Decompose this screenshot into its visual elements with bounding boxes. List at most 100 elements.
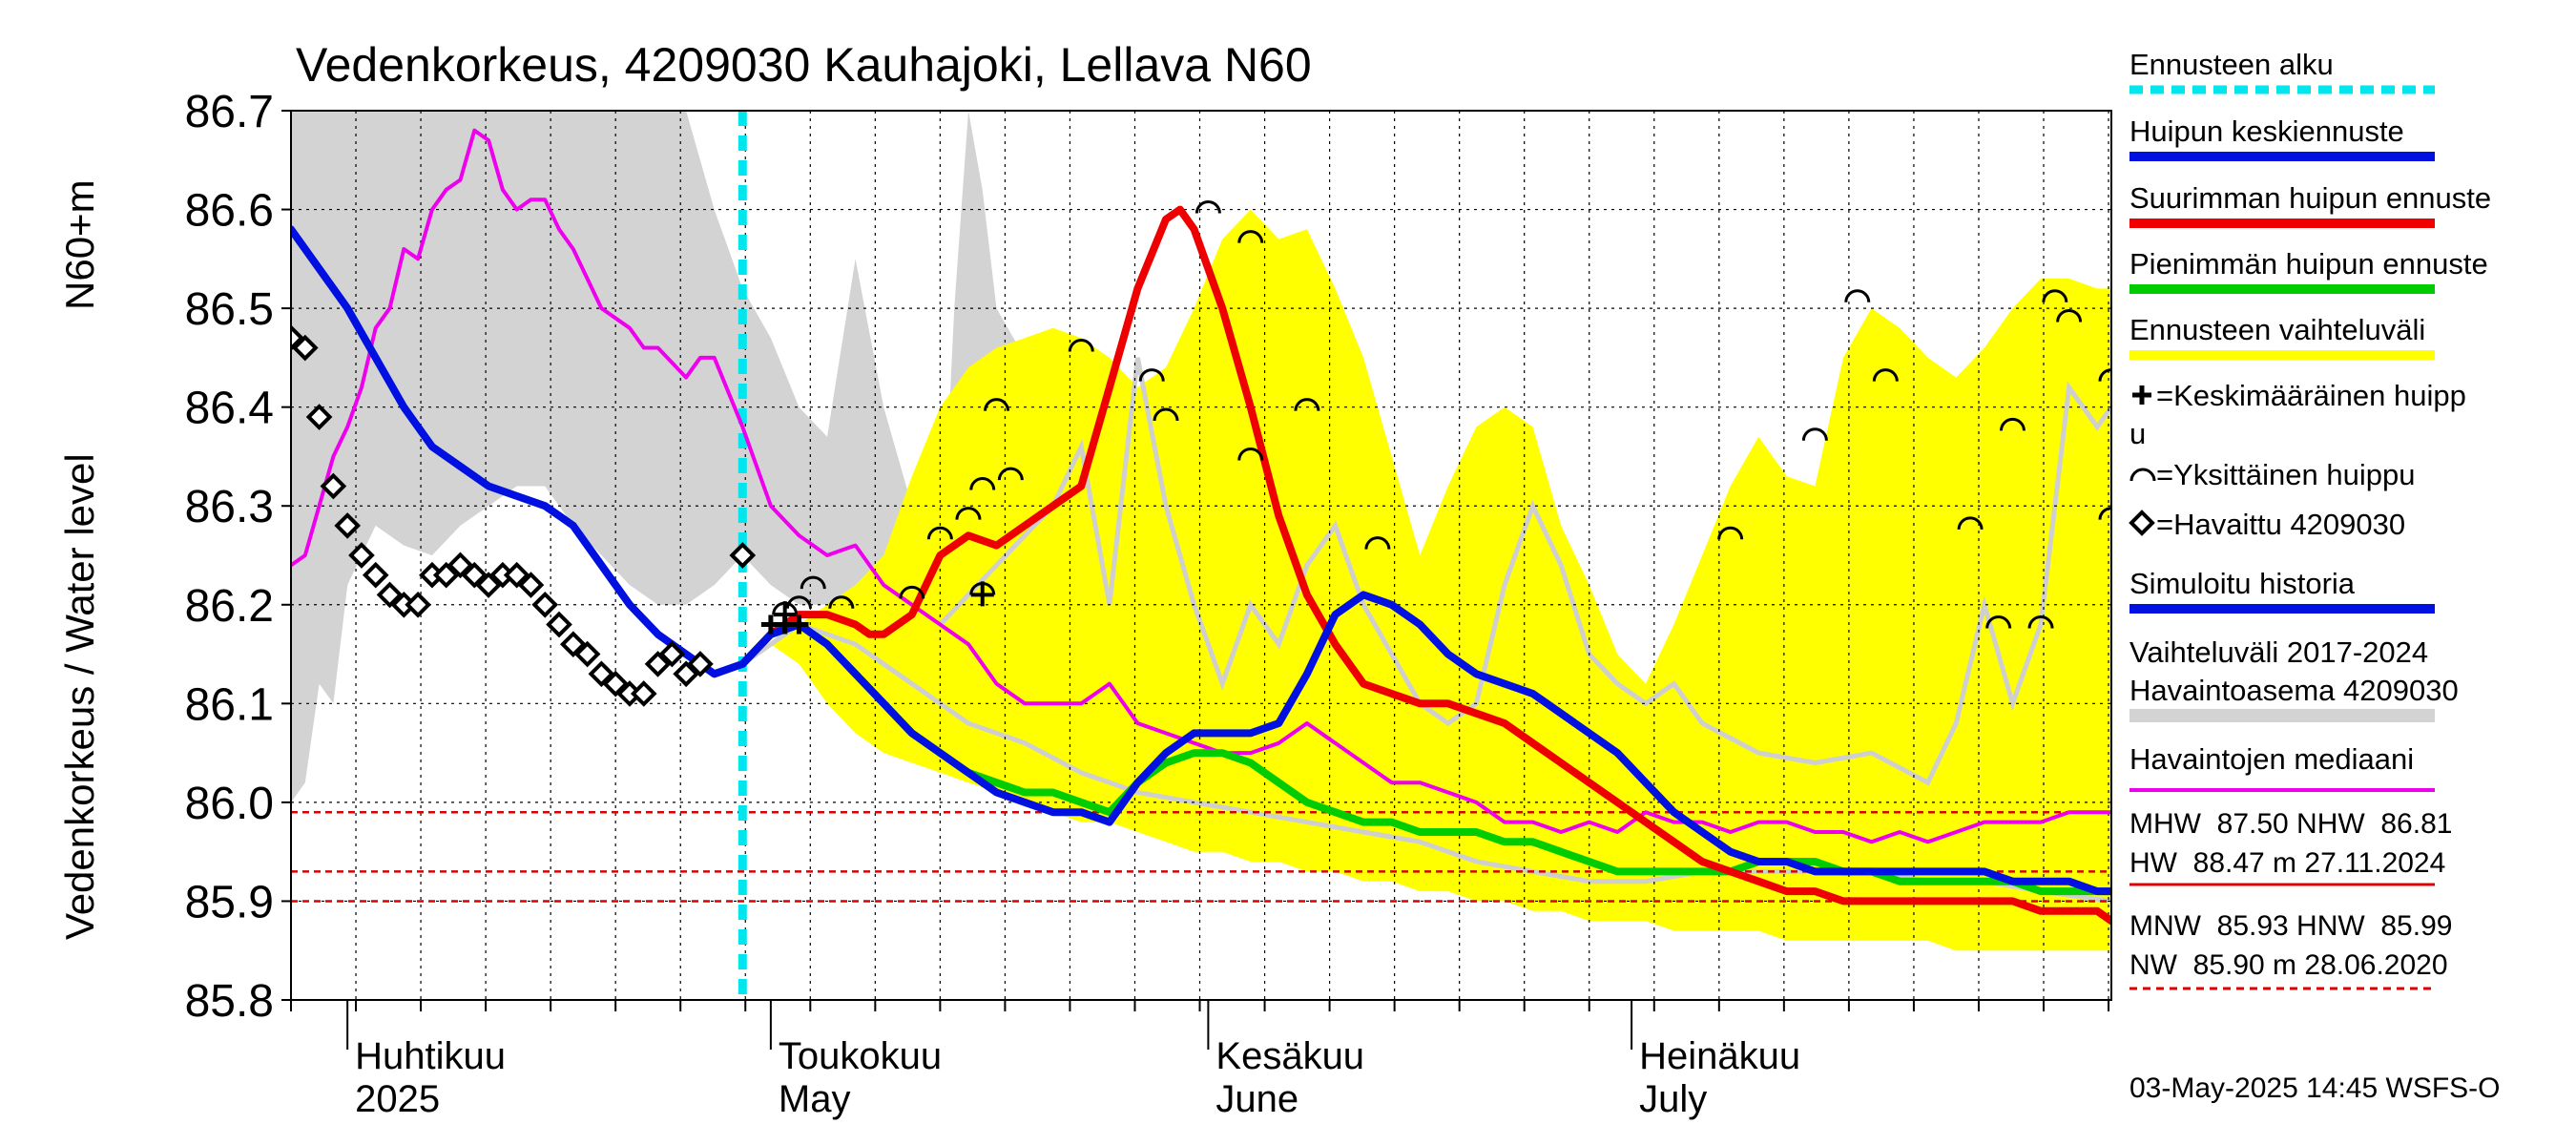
legend-label: Pienimmän huipun ennuste: [2129, 247, 2488, 281]
observed-point: [644, 651, 672, 677]
month-label-en: July: [1639, 1078, 1707, 1120]
series-huipun-keskiennuste: [291, 225, 2111, 896]
month-label-en: 2025: [355, 1078, 440, 1120]
single-peak-marker: [2042, 289, 2068, 302]
single-peak-marker: [926, 526, 953, 540]
legend-diamond-icon: [2129, 510, 2155, 536]
observed-point: [320, 472, 347, 500]
single-peak-marker: [955, 507, 982, 520]
single-peak-marker: [2027, 614, 2054, 629]
y-tick-label: 86.0: [185, 779, 274, 829]
mean-peak-marker: [773, 601, 797, 627]
mean-peak-arc: [969, 581, 996, 595]
stat-hw: HW 88.47 m 27.11.2024: [2129, 847, 2445, 879]
legend-label: Vaihteluväli 2017-2024: [2129, 635, 2428, 669]
y-tick-label: 85.8: [185, 976, 274, 1027]
observed-point: [503, 561, 530, 589]
y-tick-label: 86.6: [185, 186, 274, 237]
observed-point: [348, 542, 375, 569]
single-peak-marker: [899, 585, 925, 599]
observed-point: [630, 680, 657, 707]
observed-point: [432, 561, 460, 589]
legend-label: =Havaittu 4209030: [2156, 508, 2405, 541]
stat-mhw-nhw: MHW 87.50 NHW 86.81: [2129, 808, 2452, 840]
legend-label: =Yksittäinen huippu: [2156, 458, 2415, 491]
plot-content: [291, 111, 2111, 1000]
observed-point: [658, 640, 686, 668]
historical-range-band: [291, 111, 1053, 802]
plot-frame: [290, 110, 2112, 1001]
series-havaintojen-mediaani: [291, 128, 2111, 844]
single-peak-marker: [1237, 447, 1264, 461]
legend-label: Ennusteen vaihteluväli: [2129, 313, 2425, 346]
month-label-fi: Kesäkuu: [1215, 1035, 1364, 1077]
y-tick-label: 86.1: [185, 679, 274, 730]
single-peak-marker: [2056, 308, 2083, 323]
legend-label: Ennusteen alku: [2129, 48, 2334, 81]
observed-point: [517, 572, 545, 598]
single-peak-marker: [1985, 614, 2012, 629]
plot-area: 86.7 86.6 86.5 86.4 86.3 86.2 86.1 86.0 85.9 85.8…: [185, 87, 2112, 1120]
legend-arc-icon: [2129, 468, 2156, 482]
single-peak-marker: [1237, 230, 1264, 243]
month-label-fi: Toukokuu: [779, 1035, 942, 1077]
single-peak-marker: [1195, 200, 1221, 214]
observed-point: [305, 404, 333, 430]
observed-point: [475, 572, 502, 598]
forecast-start-marker: [789, 614, 809, 635]
y-tick-label: 86.2: [185, 581, 274, 632]
single-peak-marker: [1153, 407, 1179, 422]
legend-label: Huipun keskiennuste: [2129, 114, 2404, 148]
observed-point: [531, 591, 559, 618]
legend-label: =Keskimääräinen huipp: [2156, 379, 2466, 412]
observed-point: [291, 324, 304, 352]
y-axis-labels: Vedenkorkeus / Water level N60+m: [57, 179, 102, 940]
single-peak-marker: [969, 477, 996, 490]
month-label-en: May: [779, 1078, 851, 1120]
statistics-block: MHW 87.50 NHW 86.81 HW 88.47 m 27.11.202…: [2129, 808, 2452, 990]
legend-label: Simuloitu historia: [2129, 567, 2356, 600]
y-tick-label: 86.5: [185, 284, 274, 335]
legend-label: Havaintojen mediaani: [2129, 742, 2414, 776]
single-peak-marker: [984, 398, 1010, 411]
single-peak-marker: [828, 595, 855, 609]
stat-mnw-hnw: MNW 85.93 HNW 85.99: [2129, 910, 2452, 942]
observed-point: [729, 542, 757, 569]
month-label-fi: Heinäkuu: [1639, 1035, 1800, 1077]
stat-nw: NW 85.90 m 28.06.2020: [2129, 949, 2448, 981]
single-peak-marker: [1068, 339, 1094, 352]
y-tick-label: 86.3: [185, 482, 274, 532]
single-peak-marker: [1717, 526, 1744, 540]
mean-peak-marker: [970, 581, 994, 607]
observed-point: [362, 561, 389, 589]
observed-point: [687, 651, 714, 677]
series-suurimman-huipun-ennuste: [738, 205, 2111, 926]
single-peak-marker: [800, 575, 826, 590]
legend-label-line2: Havaintoasema 4209030: [2129, 674, 2459, 707]
legend-label-line2: u: [2129, 417, 2146, 450]
single-peak-marker: [1138, 368, 1165, 382]
observed-point: [461, 561, 488, 589]
legend: Ennusteen alku Huipun keskiennuste Suurimm…: [2129, 48, 2491, 792]
single-peak-marker: [1872, 368, 1899, 382]
chart-title: Vedenkorkeus, 4209030 Kauhajoki, Lellava…: [296, 38, 1312, 92]
single-peak-marker: [997, 467, 1024, 481]
single-peak-marker: [2098, 368, 2111, 382]
y-tick-label: 85.9: [185, 877, 274, 927]
observed-point: [559, 631, 587, 658]
footer-timestamp: 03-May-2025 14:45 WSFS-O: [2129, 1072, 2501, 1104]
y-tick-label: 86.7: [185, 87, 274, 137]
observed-point: [673, 660, 699, 688]
single-peak-marker: [1957, 516, 1984, 531]
observed-point: [376, 581, 404, 609]
observed-point: [334, 512, 361, 539]
observed-point: [291, 334, 319, 362]
single-peak-marker: [1999, 417, 2025, 431]
observed-point: [602, 670, 630, 697]
observed-point: [573, 640, 601, 668]
single-peak-marker: [1801, 427, 1828, 441]
month-label-fi: Huhtikuu: [355, 1035, 506, 1077]
month-label-en: June: [1215, 1078, 1298, 1120]
y-axis-unit: N60+m: [57, 179, 102, 310]
